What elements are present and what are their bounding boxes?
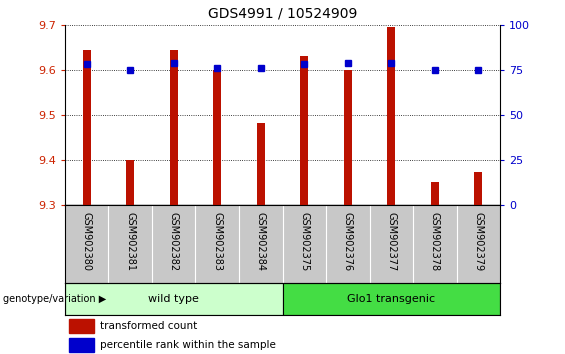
Text: GSM902384: GSM902384 — [256, 212, 266, 270]
Bar — [214, 70, 221, 205]
Bar — [170, 50, 177, 205]
Bar — [388, 27, 395, 205]
Text: GSM902380: GSM902380 — [82, 212, 92, 270]
Bar — [475, 172, 482, 205]
Bar — [301, 56, 308, 205]
Text: Glo1 transgenic: Glo1 transgenic — [347, 294, 435, 304]
Text: transformed count: transformed count — [101, 321, 198, 331]
Title: GDS4991 / 10524909: GDS4991 / 10524909 — [208, 7, 357, 21]
Text: GSM902377: GSM902377 — [386, 212, 396, 271]
Text: GSM902381: GSM902381 — [125, 212, 135, 270]
Text: GSM902383: GSM902383 — [212, 212, 222, 270]
Bar — [257, 123, 264, 205]
Text: GSM902376: GSM902376 — [343, 212, 353, 271]
Bar — [69, 319, 94, 333]
Text: GSM902378: GSM902378 — [430, 212, 440, 271]
Text: percentile rank within the sample: percentile rank within the sample — [101, 341, 276, 350]
Bar — [127, 160, 134, 205]
Text: GSM902382: GSM902382 — [169, 212, 179, 271]
Text: genotype/variation ▶: genotype/variation ▶ — [3, 294, 106, 304]
Text: GSM902379: GSM902379 — [473, 212, 483, 271]
Bar — [65, 283, 282, 315]
Bar — [431, 182, 438, 205]
Text: GSM902375: GSM902375 — [299, 212, 309, 271]
Bar — [83, 50, 90, 205]
Bar — [344, 70, 351, 205]
Text: wild type: wild type — [148, 294, 199, 304]
Bar — [69, 338, 94, 352]
Bar — [282, 283, 500, 315]
